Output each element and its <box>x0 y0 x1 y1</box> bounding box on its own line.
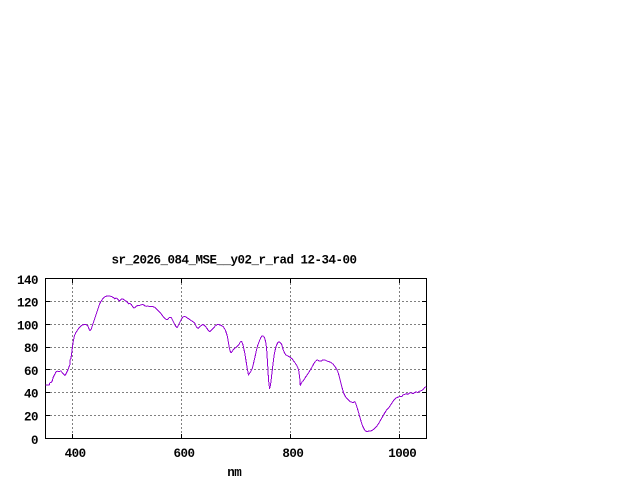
svg-text:1000: 1000 <box>388 447 416 461</box>
svg-text:0: 0 <box>31 434 38 448</box>
svg-text:40: 40 <box>24 388 38 402</box>
svg-text:80: 80 <box>24 342 38 356</box>
svg-text:800: 800 <box>282 447 303 461</box>
svg-text:20: 20 <box>24 410 38 424</box>
svg-text:600: 600 <box>173 447 194 461</box>
svg-text:sr_2026_084_MSE__y02_r_rad 12-: sr_2026_084_MSE__y02_r_rad 12-34-00 <box>111 254 356 268</box>
svg-text:60: 60 <box>24 365 38 379</box>
svg-text:400: 400 <box>65 447 86 461</box>
svg-text:120: 120 <box>17 297 38 311</box>
svg-text:nm: nm <box>227 466 242 480</box>
svg-text:140: 140 <box>17 274 38 288</box>
svg-text:100: 100 <box>17 319 38 333</box>
